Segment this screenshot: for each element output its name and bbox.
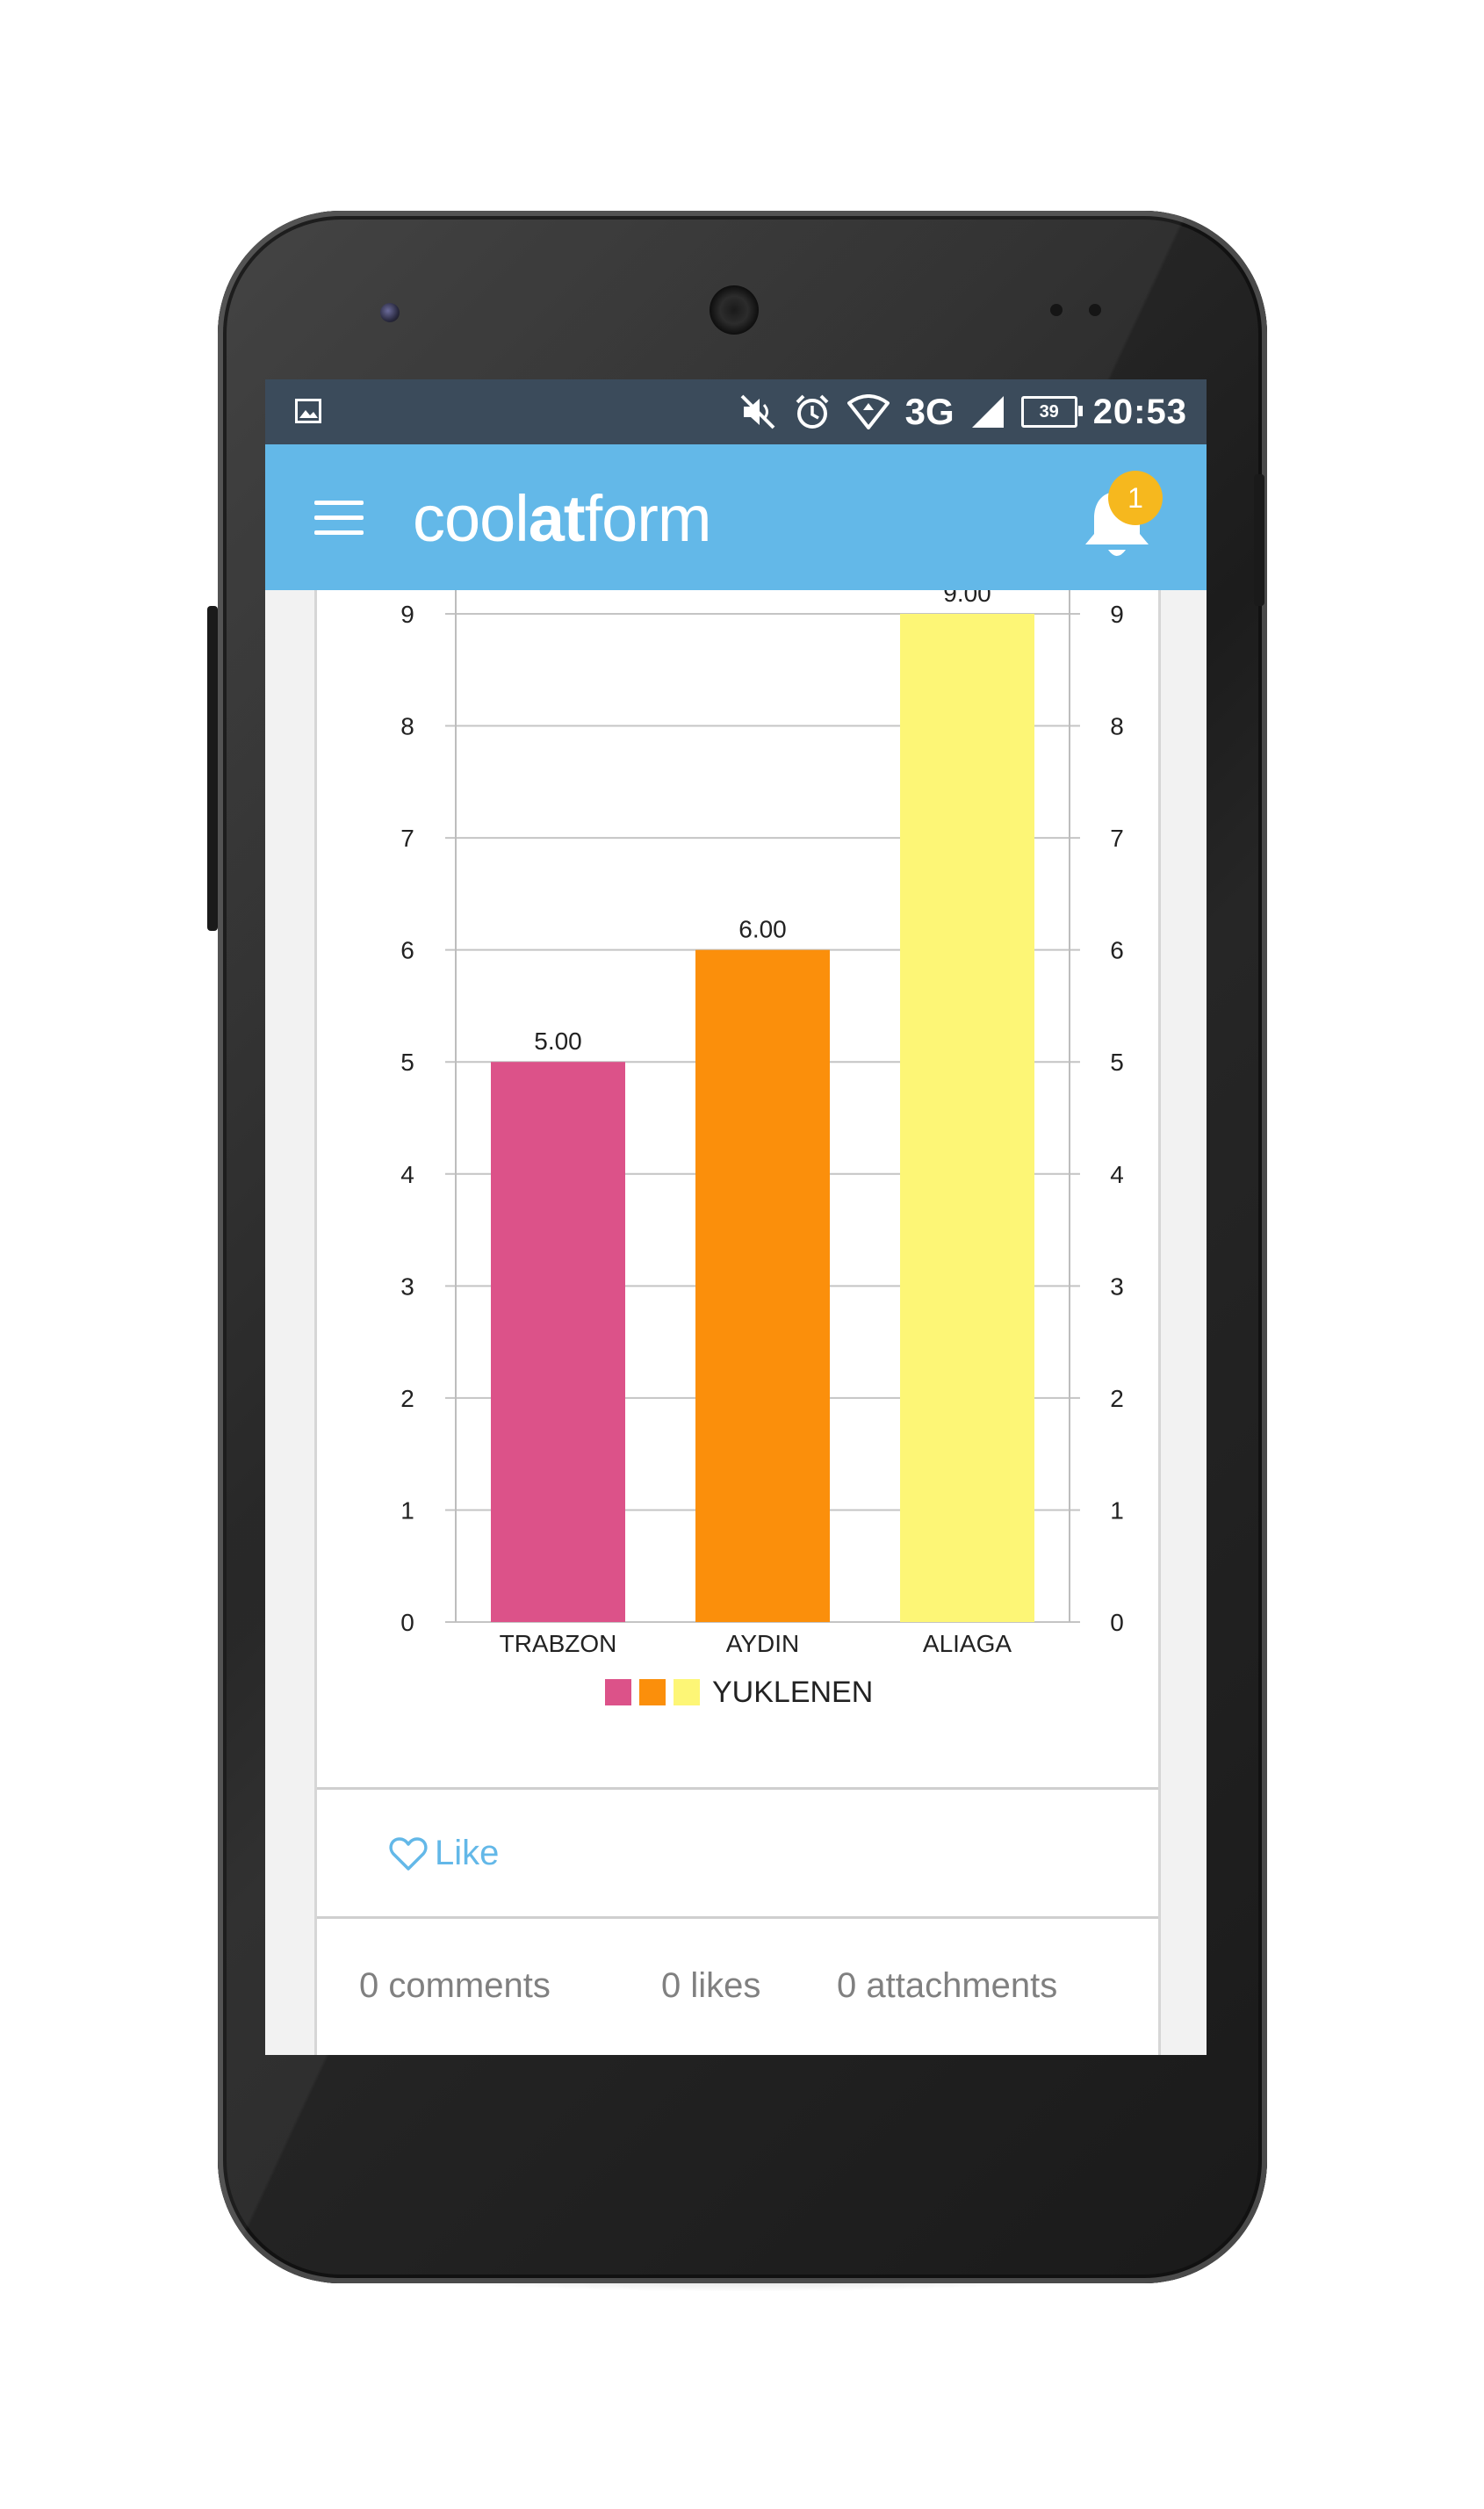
bar: [695, 949, 830, 1622]
stats-row: 0 comments 0 likes 0 attachments: [317, 1919, 1158, 2051]
battery-icon: 39: [1020, 396, 1083, 428]
app-logo: coolatform: [413, 481, 712, 556]
y-tick-label-right: 1: [1110, 1496, 1124, 1524]
y-tick-label-right: 9: [1110, 601, 1124, 628]
legend-label: YUKLENEN: [712, 1676, 873, 1709]
y-tick-label-right: 4: [1110, 1161, 1124, 1188]
screen: 3G 39 20:53 coolatform 1 0 0 1 1 2 2 3 3 4 4 5 5 6 6 7…: [265, 379, 1207, 2055]
y-tick-label-right: 8: [1110, 713, 1124, 740]
like-button[interactable]: Like: [389, 1834, 499, 1873]
status-bar: 3G 39 20:53: [265, 379, 1207, 444]
y-tick-label-left: 8: [400, 713, 414, 740]
proximity-sensor: [1050, 304, 1063, 316]
likes-count[interactable]: 0 likes: [661, 1966, 761, 2005]
legend-swatch: [605, 1679, 631, 1705]
light-sensor: [1089, 304, 1101, 316]
x-tick-label: ALIAGA: [923, 1630, 1012, 1657]
bar-value-label: 9.00: [943, 590, 991, 607]
comments-count[interactable]: 0 comments: [359, 1966, 551, 2005]
network-type: 3G: [904, 391, 955, 432]
divider: [317, 1787, 1158, 1790]
legend-swatch: [639, 1679, 666, 1705]
image-icon: [295, 399, 321, 423]
power-button: [1254, 474, 1264, 606]
bar-value-label: 5.00: [534, 1027, 582, 1055]
y-tick-label-left: 5: [400, 1049, 414, 1076]
y-tick-label-right: 0: [1110, 1609, 1124, 1636]
front-camera: [380, 303, 400, 322]
divider: [317, 1916, 1158, 1919]
alarm-icon: [796, 394, 829, 429]
logo-part-form: form: [584, 482, 712, 555]
bar-value-label: 6.00: [738, 916, 787, 943]
y-tick-label-left: 0: [400, 1609, 414, 1636]
logo-part-cool: cool: [413, 482, 529, 555]
notification-badge: 1: [1108, 471, 1163, 525]
earpiece-speaker: [710, 285, 759, 335]
volume-button: [207, 606, 218, 931]
y-tick-label-right: 7: [1110, 825, 1124, 852]
y-tick-label-right: 6: [1110, 937, 1124, 964]
y-tick-label-left: 6: [400, 937, 414, 964]
mute-icon: [740, 394, 775, 429]
y-tick-label-right: 2: [1110, 1385, 1124, 1412]
bar: [491, 1062, 625, 1622]
x-tick-label: AYDIN: [726, 1630, 800, 1657]
signal-icon: [971, 396, 1004, 428]
y-tick-label-left: 3: [400, 1273, 414, 1300]
y-tick-label-left: 1: [400, 1496, 414, 1524]
bar: [900, 614, 1034, 1622]
status-icons: 3G 39 20:53: [738, 390, 1187, 434]
y-tick-label-left: 4: [400, 1161, 414, 1188]
like-row: Like: [317, 1790, 1158, 1916]
y-tick-label-left: 2: [400, 1385, 414, 1412]
wifi-icon: [846, 394, 890, 429]
attachments-count[interactable]: 0 attachments: [837, 1966, 1058, 2005]
y-tick-label-left: 9: [400, 601, 414, 628]
logo-part-at: at: [528, 482, 586, 555]
like-label: Like: [435, 1834, 500, 1872]
battery-level: 39: [1039, 401, 1059, 422]
y-tick-label-right: 5: [1110, 1049, 1124, 1076]
x-tick-label: TRABZON: [500, 1630, 617, 1657]
heart-icon: [389, 1836, 428, 1871]
bar-chart: 0 0 1 1 2 2 3 3 4 4 5 5 6 6 7 7 8 8 9 9 5.00 TRABZON 6.00 AYDIN…: [400, 590, 1124, 1709]
y-tick-label-right: 3: [1110, 1273, 1124, 1300]
app-bar: coolatform 1: [265, 444, 1207, 590]
legend-swatch: [674, 1679, 700, 1705]
clock: 20:53: [1092, 392, 1187, 431]
hamburger-menu-icon[interactable]: [314, 501, 364, 536]
y-tick-label-left: 7: [400, 825, 414, 852]
post-card: 0 0 1 1 2 2 3 3 4 4 5 5 6 6 7 7 8 8 9 9 5.00 TRABZON 6.00 AYDIN…: [314, 590, 1161, 2055]
